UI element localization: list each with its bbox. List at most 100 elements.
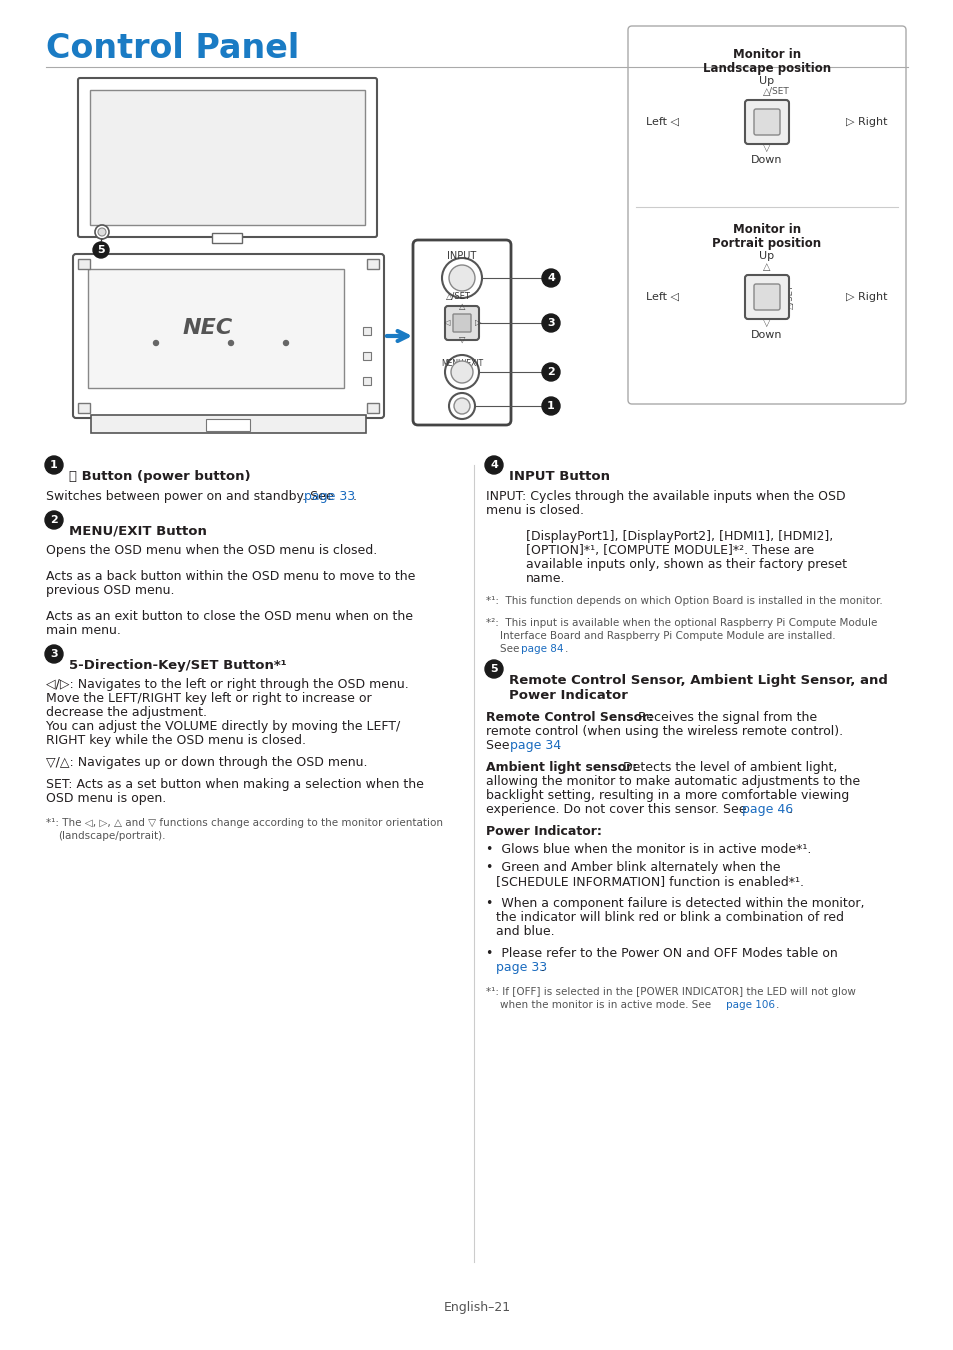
Text: *¹:  This function depends on which Option Board is installed in the monitor.: *¹: This function depends on which Optio… — [485, 595, 882, 606]
FancyBboxPatch shape — [444, 306, 478, 340]
Text: Up: Up — [759, 76, 774, 86]
Text: ▷: ▷ — [475, 319, 480, 328]
Text: See: See — [499, 644, 522, 653]
FancyBboxPatch shape — [627, 26, 905, 404]
Text: page 106: page 106 — [725, 1000, 774, 1010]
Text: ◁/▷: Navigates to the left or right through the OSD menu.: ◁/▷: Navigates to the left or right thro… — [46, 678, 408, 691]
Text: NEC: NEC — [183, 319, 233, 338]
Text: Control Panel: Control Panel — [46, 32, 299, 65]
FancyBboxPatch shape — [744, 100, 788, 144]
Text: [SCHEDULE INFORMATION] function is enabled*¹.: [SCHEDULE INFORMATION] function is enabl… — [496, 875, 803, 888]
Circle shape — [541, 315, 559, 332]
Text: 5: 5 — [490, 664, 497, 674]
Text: Switches between power on and standby. See: Switches between power on and standby. S… — [46, 490, 337, 504]
Text: Ambient light sensor:: Ambient light sensor: — [485, 761, 637, 774]
Text: Receives the signal from the: Receives the signal from the — [634, 711, 817, 724]
Text: ⏻ Button (power button): ⏻ Button (power button) — [69, 470, 251, 483]
Text: name.: name. — [525, 572, 565, 585]
Bar — [78, 404, 90, 413]
Bar — [363, 377, 371, 385]
Circle shape — [92, 242, 109, 258]
Text: Down: Down — [750, 155, 781, 165]
Bar — [363, 327, 371, 335]
Text: ◁: ◁ — [442, 319, 449, 328]
Text: ▷ Right: ▷ Right — [845, 117, 887, 127]
Circle shape — [541, 363, 559, 381]
Text: ▽: ▽ — [762, 319, 770, 328]
Text: 4: 4 — [490, 460, 497, 470]
Text: △: △ — [458, 302, 465, 312]
Text: page 33: page 33 — [496, 961, 547, 973]
Circle shape — [459, 393, 464, 398]
Text: .: . — [788, 803, 792, 815]
Text: *¹: If [OFF] is selected in the [POWER INDICATOR] the LED will not glow: *¹: If [OFF] is selected in the [POWER I… — [485, 987, 855, 998]
Circle shape — [45, 645, 63, 663]
Text: Interface Board and Raspberry Pi Compute Module are installed.: Interface Board and Raspberry Pi Compute… — [499, 630, 835, 641]
Text: page 46: page 46 — [741, 803, 792, 815]
Text: ▽: ▽ — [762, 143, 770, 153]
Bar — [88, 269, 344, 387]
Text: page 34: page 34 — [510, 738, 560, 752]
Text: .: . — [353, 490, 356, 504]
Text: Down: Down — [750, 329, 781, 340]
Text: page 84: page 84 — [520, 644, 563, 653]
Text: INPUT: INPUT — [447, 251, 476, 261]
Circle shape — [95, 225, 109, 239]
Text: INPUT Button: INPUT Button — [509, 470, 609, 483]
Bar — [363, 352, 371, 360]
Text: •  Green and Amber blink alternately when the: • Green and Amber blink alternately when… — [485, 861, 780, 873]
Text: •  When a component failure is detected within the monitor,: • When a component failure is detected w… — [485, 896, 863, 910]
Text: Monitor in: Monitor in — [732, 223, 801, 236]
Text: △: △ — [762, 262, 770, 271]
Text: See: See — [485, 738, 513, 752]
FancyBboxPatch shape — [78, 78, 376, 238]
Bar — [212, 234, 242, 243]
Text: MENU/EXIT: MENU/EXIT — [440, 358, 482, 367]
Text: experience. Do not cover this sensor. See: experience. Do not cover this sensor. Se… — [485, 803, 750, 815]
Text: *¹: The ◁, ▷, △ and ▽ functions change according to the monitor orientation: *¹: The ◁, ▷, △ and ▽ functions change a… — [46, 818, 442, 828]
Text: Move the LEFT/RIGHT key left or right to increase or: Move the LEFT/RIGHT key left or right to… — [46, 693, 372, 705]
Text: Monitor in: Monitor in — [732, 49, 801, 61]
Text: 2: 2 — [51, 514, 58, 525]
Circle shape — [454, 398, 470, 414]
Text: MENU/EXIT Button: MENU/EXIT Button — [69, 525, 207, 539]
Text: 1: 1 — [547, 401, 555, 410]
FancyBboxPatch shape — [744, 275, 788, 319]
Text: Remote Control Sensor:: Remote Control Sensor: — [485, 711, 653, 724]
FancyBboxPatch shape — [453, 315, 471, 332]
Text: 2: 2 — [547, 367, 555, 377]
Text: Up: Up — [759, 251, 774, 261]
Text: Power Indicator:: Power Indicator: — [485, 825, 601, 838]
Text: available inputs only, shown as their factory preset: available inputs only, shown as their fa… — [525, 558, 846, 571]
Text: △: △ — [762, 86, 770, 97]
FancyBboxPatch shape — [413, 240, 511, 425]
Circle shape — [484, 456, 502, 474]
FancyBboxPatch shape — [753, 109, 780, 135]
FancyBboxPatch shape — [753, 284, 780, 310]
Text: OSD menu is open.: OSD menu is open. — [46, 792, 166, 805]
Text: △/SET: △/SET — [446, 292, 471, 301]
Text: 5: 5 — [97, 244, 105, 255]
Text: Acts as a back button within the OSD menu to move to the: Acts as a back button within the OSD men… — [46, 570, 415, 583]
Text: backlight setting, resulting in a more comfortable viewing: backlight setting, resulting in a more c… — [485, 788, 848, 802]
Circle shape — [45, 512, 63, 529]
FancyBboxPatch shape — [73, 254, 384, 418]
Text: /SET: /SET — [768, 86, 788, 96]
Text: Detects the level of ambient light,: Detects the level of ambient light, — [618, 761, 837, 774]
Text: [DisplayPort1], [DisplayPort2], [HDMI1], [HDMI2],: [DisplayPort1], [DisplayPort2], [HDMI1],… — [525, 531, 832, 543]
Text: .: . — [775, 1000, 779, 1010]
Bar — [91, 414, 366, 433]
Text: Landscape position: Landscape position — [702, 62, 830, 76]
Text: .: . — [540, 961, 544, 973]
Circle shape — [98, 228, 106, 236]
Text: English–21: English–21 — [443, 1301, 510, 1315]
Text: 3: 3 — [547, 319, 555, 328]
Bar — [206, 418, 250, 431]
Text: 3: 3 — [51, 649, 58, 659]
Text: allowing the monitor to make automatic adjustments to the: allowing the monitor to make automatic a… — [485, 775, 860, 788]
Circle shape — [229, 340, 233, 346]
Text: Acts as an exit button to close the OSD menu when on the: Acts as an exit button to close the OSD … — [46, 610, 413, 622]
Text: Left ◁: Left ◁ — [645, 292, 679, 302]
Text: 5-Direction-Key/SET Button*¹: 5-Direction-Key/SET Button*¹ — [69, 659, 286, 672]
Text: ▷ Right: ▷ Right — [845, 292, 887, 302]
